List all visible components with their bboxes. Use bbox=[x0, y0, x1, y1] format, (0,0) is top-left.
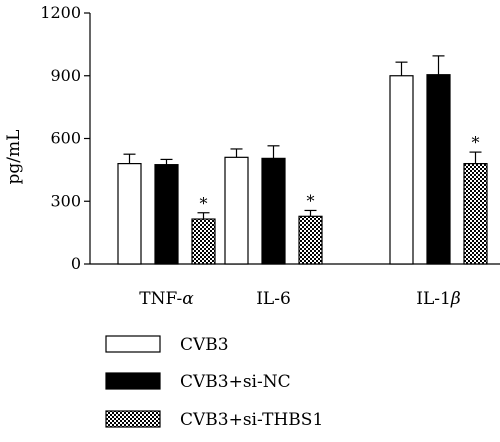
bar bbox=[389, 75, 414, 265]
significance-star: * bbox=[472, 133, 480, 152]
y-axis-title: pg/mL bbox=[4, 130, 24, 185]
significance-marks: * * * bbox=[200, 133, 480, 213]
error-bars bbox=[123, 55, 482, 220]
bar bbox=[154, 164, 179, 265]
bar bbox=[224, 156, 249, 265]
legend-label: CVB3+si-NC bbox=[180, 372, 291, 392]
legend-label: CVB3 bbox=[180, 335, 229, 355]
y-tick-label: 300 bbox=[50, 191, 81, 210]
bars bbox=[117, 74, 488, 265]
bar bbox=[463, 163, 488, 265]
x-tick-label: IL-1β bbox=[416, 289, 461, 309]
bar bbox=[191, 218, 216, 265]
y-tick-label: 0 bbox=[71, 254, 81, 273]
x-tick-label: IL-6 bbox=[256, 289, 291, 309]
bar bbox=[261, 157, 286, 265]
legend-swatch bbox=[105, 410, 161, 428]
y-tick-label: 600 bbox=[50, 129, 81, 148]
y-tick-label: 900 bbox=[50, 66, 81, 85]
bar bbox=[117, 163, 142, 265]
x-tick-label: TNF-α bbox=[139, 289, 194, 309]
significance-star: * bbox=[200, 194, 208, 213]
legend-swatch bbox=[105, 372, 161, 390]
legend-label: CVB3+si-THBS1 bbox=[180, 410, 323, 430]
significance-star: * bbox=[307, 191, 315, 210]
x-axis-labels: TNF-α IL-6 IL-1β bbox=[139, 289, 461, 309]
bar bbox=[426, 74, 451, 265]
bar bbox=[298, 215, 323, 265]
y-axis-ticks: 0 300 600 900 1200 bbox=[40, 3, 90, 273]
legend: CVB3 CVB3+si-NC CVB3+si-THBS1 bbox=[105, 335, 323, 430]
legend-swatch bbox=[105, 335, 161, 353]
y-tick-label: 1200 bbox=[40, 3, 81, 22]
